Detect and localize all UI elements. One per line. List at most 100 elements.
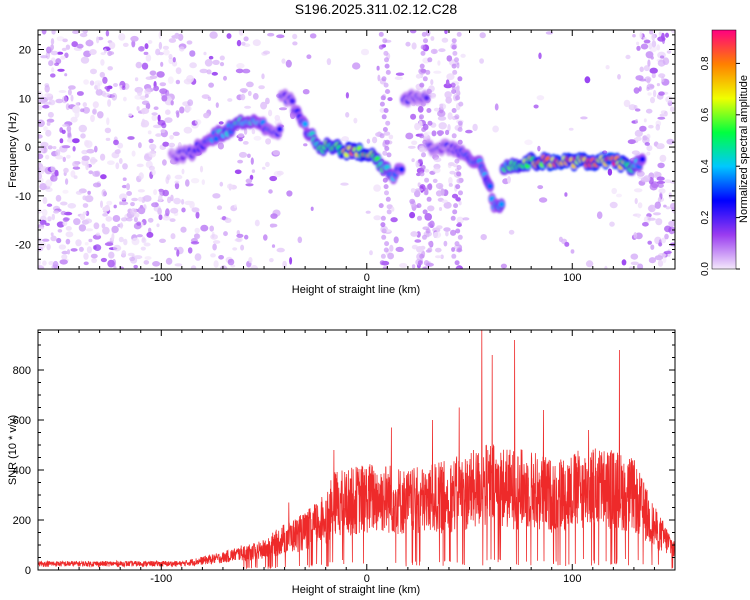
band-speck — [425, 69, 431, 75]
noise-speck — [136, 106, 140, 111]
noise-speck — [44, 85, 50, 93]
noise-speck — [623, 99, 631, 108]
noise-speck — [445, 129, 450, 136]
noise-speck — [176, 249, 180, 257]
noise-speck — [134, 212, 140, 218]
noise-speck — [649, 30, 654, 35]
noise-speck — [661, 237, 666, 244]
noise-speck — [38, 172, 43, 180]
noise-speck — [51, 30, 56, 35]
noise-speck — [96, 36, 100, 44]
noise-speck — [41, 209, 48, 217]
noise-speck — [217, 142, 224, 150]
band-speck — [386, 152, 392, 158]
noise-speck — [647, 59, 651, 67]
noise-speck — [108, 41, 116, 50]
noise-speck — [76, 43, 84, 49]
noise-speck — [536, 95, 545, 101]
band-speck — [378, 203, 384, 209]
noise-speck — [100, 59, 105, 66]
noise-speck — [39, 226, 44, 230]
noise-speck — [633, 188, 643, 193]
noise-speck — [252, 93, 259, 100]
noise-speck — [645, 108, 653, 114]
noise-speck — [243, 128, 248, 135]
noise-speck — [125, 217, 133, 222]
noise-speck — [210, 234, 219, 240]
noise-speck — [437, 130, 443, 137]
noise-speck — [431, 130, 437, 137]
noise-speck — [149, 143, 157, 150]
noise-speck — [227, 183, 234, 190]
band-speck — [385, 69, 391, 75]
noise-speck — [433, 231, 442, 239]
y-tick-label: -20 — [15, 240, 31, 252]
noise-speck — [352, 62, 361, 70]
noise-speck — [636, 41, 640, 46]
band-speck — [380, 95, 386, 101]
noise-speck — [121, 250, 127, 257]
noise-speck — [167, 196, 172, 204]
noise-speck — [92, 182, 102, 188]
noise-speck — [157, 207, 162, 215]
noise-speck — [145, 54, 152, 62]
noise-speck — [47, 111, 54, 118]
noise-speck — [158, 41, 163, 50]
noise-speck — [119, 193, 128, 201]
noise-speck — [251, 169, 256, 174]
noise-speck — [164, 117, 173, 123]
noise-speck — [48, 261, 54, 266]
noise-speck — [162, 141, 170, 147]
noise-speck — [89, 80, 95, 86]
noise-speck — [445, 79, 450, 86]
noise-speck — [153, 189, 158, 196]
band-speck — [381, 114, 387, 120]
noise-speck — [62, 217, 70, 222]
noise-speck — [147, 130, 152, 135]
noise-speck — [638, 78, 647, 82]
noise-speck — [156, 71, 165, 78]
noise-speck — [60, 55, 66, 60]
noise-speck — [440, 254, 444, 260]
band-speck — [452, 209, 458, 215]
noise-speck — [247, 153, 251, 158]
noise-speck — [443, 227, 451, 232]
noise-speck — [373, 215, 382, 221]
noise-speck — [122, 42, 129, 48]
noise-speck — [103, 48, 107, 54]
noise-speck — [52, 146, 57, 150]
band-speck — [451, 44, 457, 50]
noise-speck — [630, 253, 639, 260]
noise-speck — [625, 54, 631, 60]
noise-speck — [247, 90, 252, 97]
noise-speck — [480, 234, 487, 241]
noise-speck — [82, 106, 91, 114]
noise-speck — [152, 261, 161, 267]
noise-speck — [207, 96, 212, 102]
noise-speck — [111, 92, 118, 101]
noise-speck — [81, 149, 88, 155]
noise-speck — [410, 30, 417, 34]
noise-speck — [218, 254, 225, 260]
noise-speck — [262, 166, 266, 170]
noise-speck — [443, 83, 453, 89]
noise-speck — [119, 222, 123, 229]
noise-speck — [664, 179, 672, 183]
noise-speck — [175, 110, 180, 115]
noise-speck — [281, 58, 286, 64]
noise-speck — [118, 236, 124, 243]
noise-speck — [130, 35, 139, 42]
noise-speck — [458, 200, 462, 206]
noise-speck — [407, 145, 416, 149]
noise-speck — [429, 92, 436, 98]
noise-speck — [387, 97, 393, 102]
noise-speck — [121, 217, 128, 222]
noise-speck — [153, 106, 159, 110]
noise-speck — [244, 234, 249, 240]
noise-speck — [292, 41, 298, 46]
noise-speck — [165, 176, 170, 185]
noise-speck — [390, 217, 398, 223]
noise-speck — [433, 70, 442, 74]
